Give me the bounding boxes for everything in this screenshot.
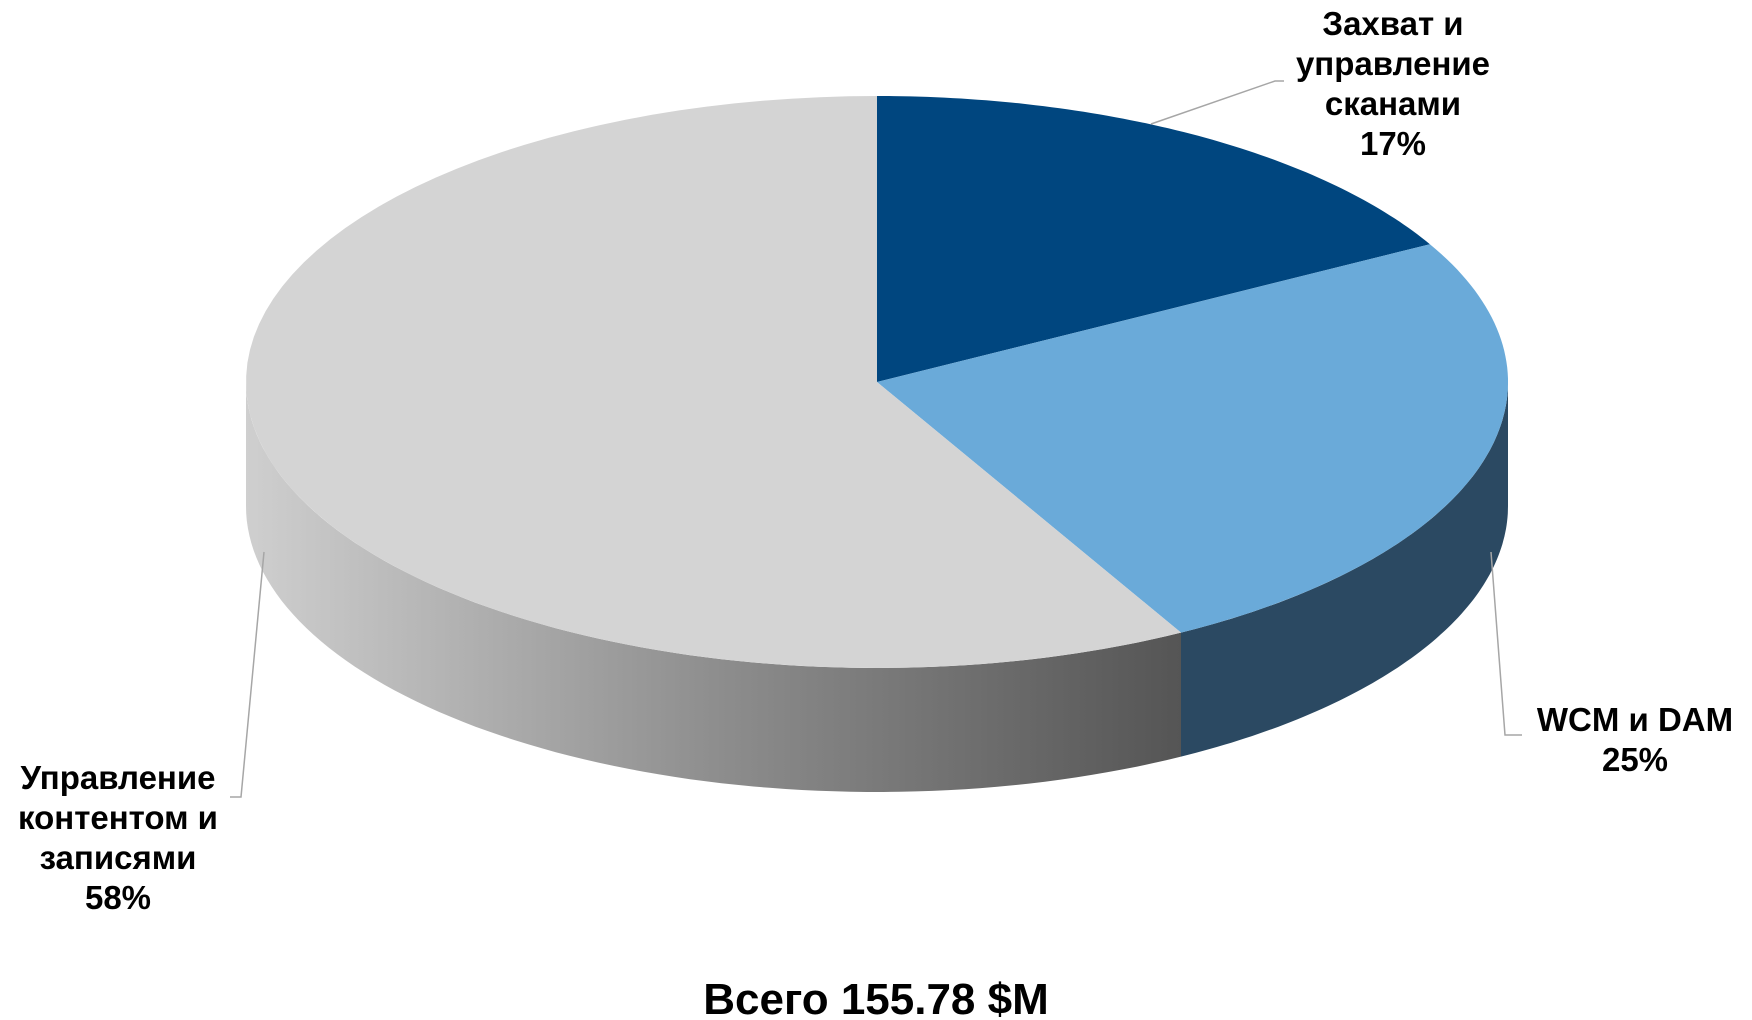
chart-title: Всего 155.78 $M: [703, 975, 1049, 1020]
value-label: 58%: [84, 879, 152, 916]
slice-label: Управление контентом и записями 58%: [3, 758, 233, 918]
pie-tops: [246, 96, 1508, 668]
slice: [246, 96, 1181, 668]
value-label: 25%: [1601, 741, 1669, 778]
pie-sides: [246, 382, 1508, 792]
slice-label: WCM и DAM 25%: [1520, 700, 1750, 780]
slice: [877, 96, 1430, 382]
slice-side: [1181, 382, 1508, 757]
slice-side: [246, 382, 1181, 792]
slice-label: Захват и управление сканами 17%: [1278, 4, 1508, 164]
value-label: 17%: [1359, 125, 1427, 162]
leader-line: [1490, 551, 1522, 736]
category-label: Управление контентом и записями: [18, 759, 218, 876]
slice: [877, 244, 1508, 633]
category-label: Захват и управление сканами: [1295, 5, 1491, 122]
leader-line: [230, 551, 265, 798]
category-label: WCM и DAM: [1536, 701, 1734, 738]
leader-line: [1150, 80, 1284, 125]
